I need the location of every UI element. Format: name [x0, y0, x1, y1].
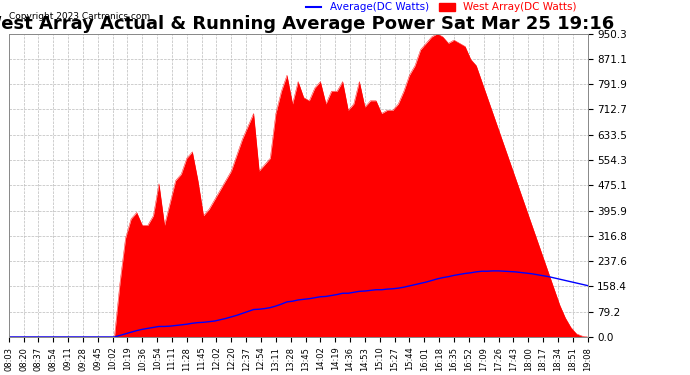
Title: West Array Actual & Running Average Power Sat Mar 25 19:16: West Array Actual & Running Average Powe… [0, 15, 614, 33]
Text: Copyright 2023 Cartronics.com: Copyright 2023 Cartronics.com [9, 12, 150, 21]
Legend: Average(DC Watts), West Array(DC Watts): Average(DC Watts), West Array(DC Watts) [306, 2, 577, 12]
